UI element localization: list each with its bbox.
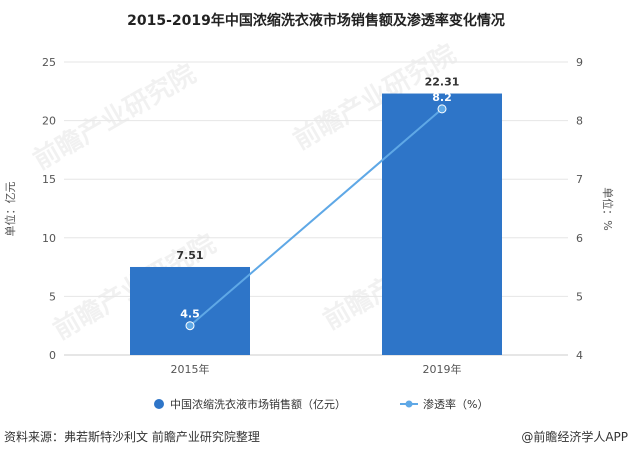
brand-mark: @前瞻经济学人APP	[521, 429, 628, 444]
right-tick-label: 8	[576, 115, 583, 128]
x-tick-label: 2015年	[171, 362, 210, 376]
legend-line-label: 渗透率（%）	[423, 397, 488, 411]
line-value-label: 4.5	[180, 308, 200, 321]
x-tick-label: 2019年	[423, 362, 462, 376]
bar	[130, 266, 250, 355]
left-tick-label: 10	[42, 232, 56, 245]
bar-value-label: 7.51	[176, 249, 203, 262]
bar-series	[130, 93, 502, 356]
left-tick-label: 15	[42, 173, 56, 186]
left-tick-label: 0	[49, 349, 56, 362]
line-path	[189, 108, 443, 327]
right-tick-label: 4	[576, 349, 583, 362]
legend-bar-label: 中国浓缩洗衣液市场销售额（亿元）	[170, 397, 346, 411]
right-axis-label: 单位：%	[601, 187, 615, 230]
data-labels: 7.51 22.31 4.5 8.2	[176, 76, 459, 321]
right-tick-label: 6	[576, 232, 583, 245]
legend-line-dot	[405, 400, 413, 408]
x-axis-ticks: 2015年 2019年	[64, 354, 568, 376]
bar	[382, 93, 502, 356]
line-point	[185, 321, 195, 331]
left-tick-label: 5	[49, 290, 56, 303]
chart-title: 2015-2019年中国浓缩洗衣液市场销售额及渗透率变化情况	[127, 12, 505, 29]
left-tick-label: 25	[42, 56, 56, 69]
line-value-label: 8.2	[432, 91, 452, 104]
left-axis-ticks: 0 5 10 15 20 25	[42, 56, 56, 362]
legend: 中国浓缩洗衣液市场销售额（亿元） 渗透率（%）	[154, 397, 488, 411]
right-tick-label: 5	[576, 290, 583, 303]
line-point	[437, 104, 447, 114]
source-note: 资料来源：弗若斯特沙利文 前瞻产业研究院整理	[4, 429, 260, 444]
right-axis-ticks: 4 5 6 7 8 9	[576, 56, 583, 362]
bar-value-label: 22.31	[425, 76, 460, 89]
legend-bar-marker	[154, 399, 164, 409]
left-axis-label: 单位：亿元	[3, 182, 17, 237]
line-series	[185, 104, 447, 331]
right-tick-label: 9	[576, 56, 583, 69]
left-tick-label: 20	[42, 115, 56, 128]
right-tick-label: 7	[576, 173, 583, 186]
